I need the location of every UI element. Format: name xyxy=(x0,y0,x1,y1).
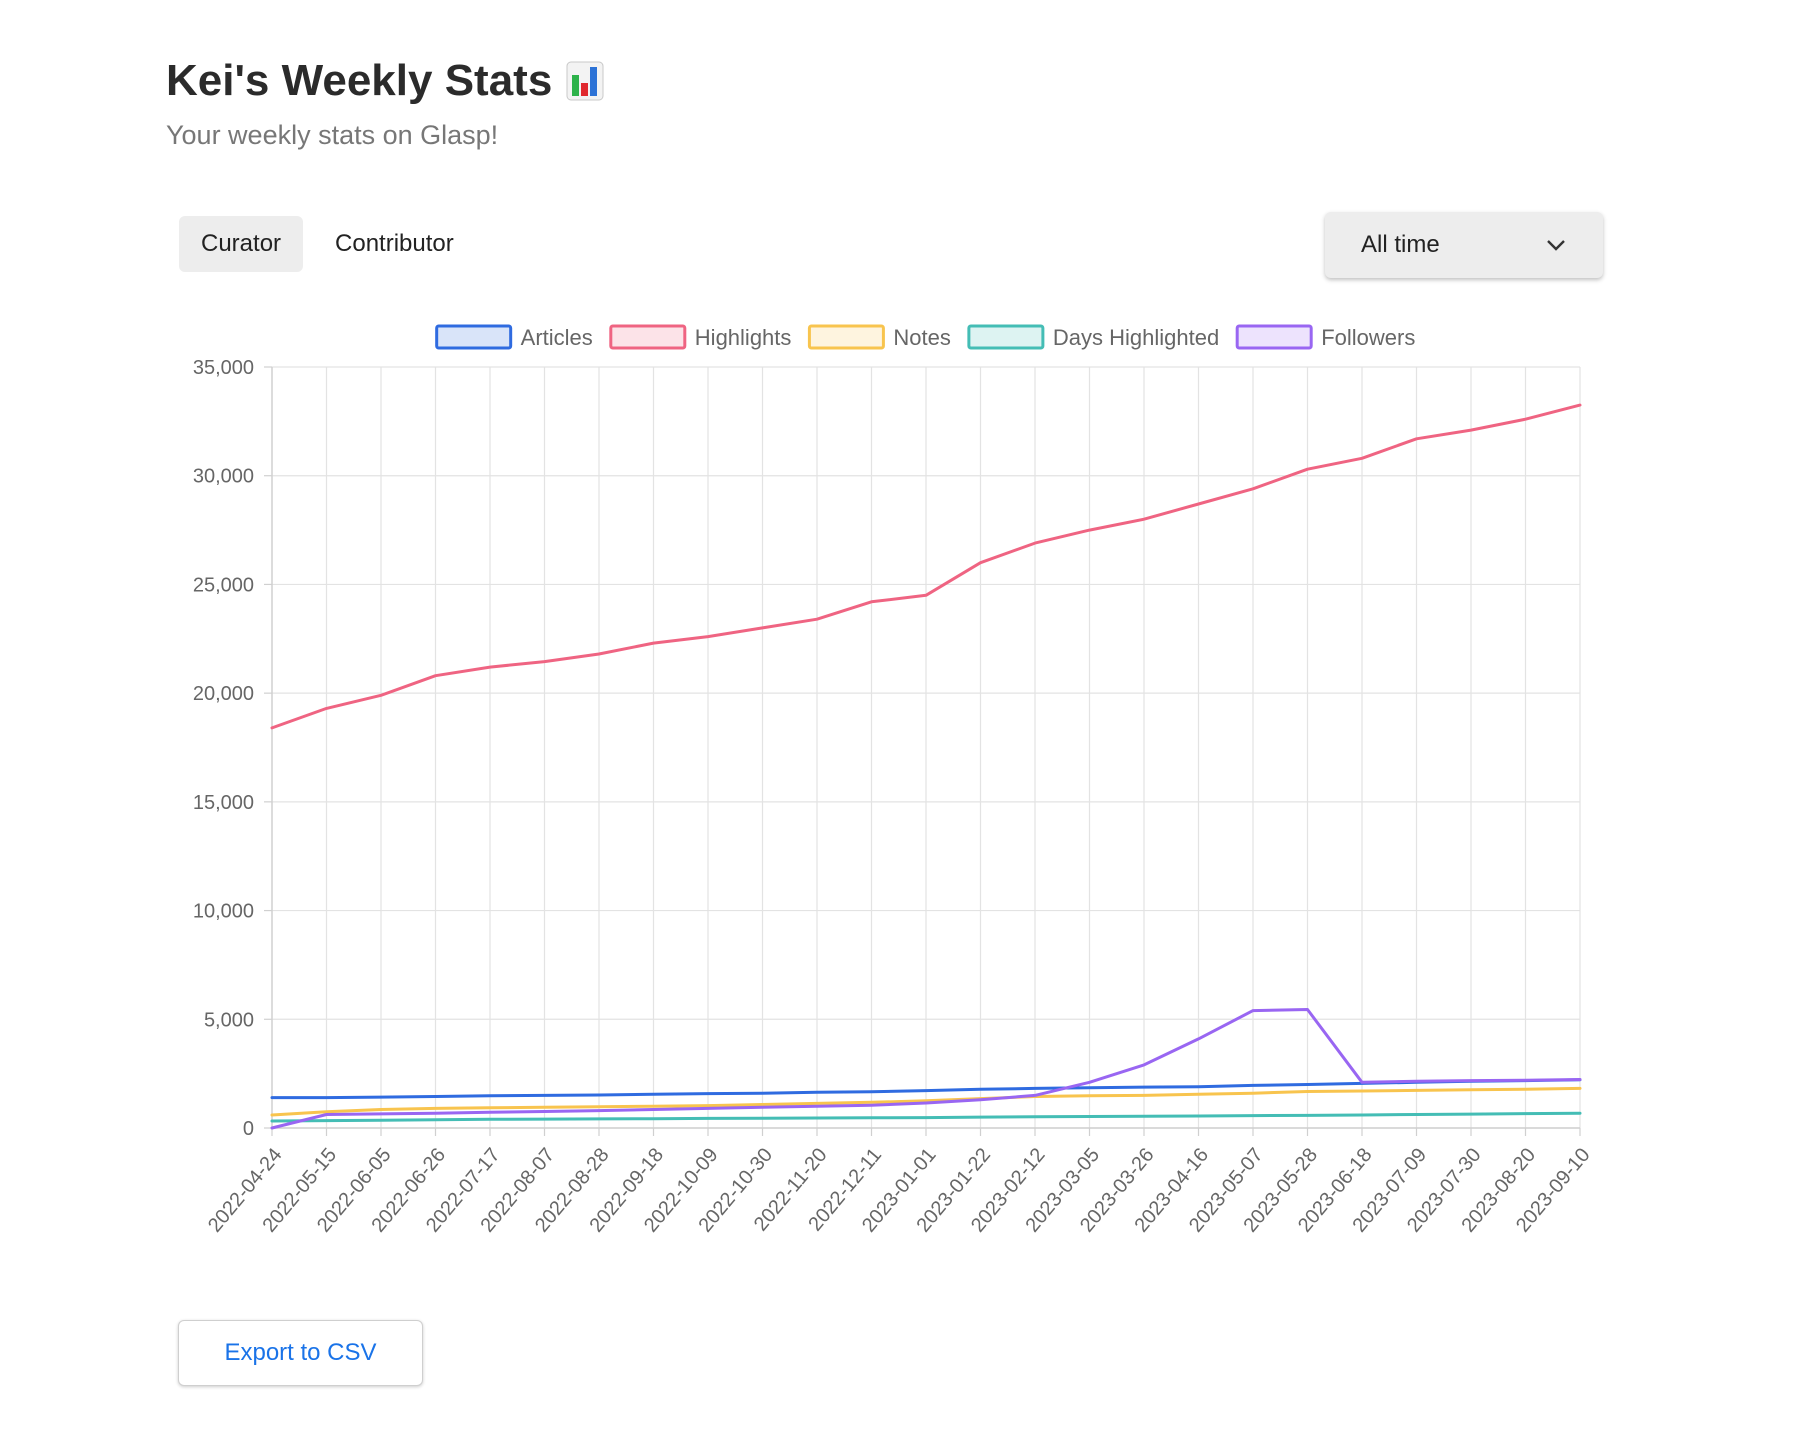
legend-swatch-days-highlighted xyxy=(967,324,1045,350)
legend-label-articles: Articles xyxy=(521,325,593,350)
time-range-value: All time xyxy=(1361,231,1440,258)
page-subtitle: Your weekly stats on Glasp! xyxy=(166,120,499,150)
y-tick-label: 25,000 xyxy=(193,574,254,596)
tab-curator[interactable]: Curator xyxy=(179,216,304,272)
y-tick-label: 10,000 xyxy=(193,901,254,923)
stats-line-chart: 0 5,000 10,000 15,000 20,000 25,000 30,000 35,0… xyxy=(193,324,1595,1237)
legend-swatch-articles xyxy=(435,324,513,350)
legend-label-followers: Followers xyxy=(1321,325,1415,350)
y-tick-label: 35,000 xyxy=(193,357,254,379)
export-csv-button[interactable]: Export to CSV xyxy=(178,1320,423,1386)
legend-label-days-highlighted: Days Highlighted xyxy=(1053,325,1219,350)
view-tabs: Curator Contributor xyxy=(179,216,476,272)
y-tick-label: 5,000 xyxy=(204,1009,254,1031)
series-line-days-highlighted xyxy=(270,1111,1582,1123)
legend-label-notes: Notes xyxy=(893,325,950,350)
legend-label-highlights: Highlights xyxy=(695,325,792,350)
y-tick-label: 30,000 xyxy=(193,466,254,488)
legend-swatch-highlights xyxy=(609,324,687,350)
legend-swatch-followers xyxy=(1235,324,1313,350)
y-tick-label: 15,000 xyxy=(193,792,254,814)
y-tick-label: 0 xyxy=(243,1118,254,1140)
series-line-notes xyxy=(270,1086,1582,1117)
series-line-followers xyxy=(270,1008,1582,1130)
legend-swatch-notes xyxy=(807,324,885,350)
page-title: Kei's Weekly Stats xyxy=(166,56,604,106)
page-title-text: Kei's Weekly Stats xyxy=(166,56,553,105)
chevron-down-icon xyxy=(1547,240,1565,251)
series-line-highlights xyxy=(270,403,1582,730)
tab-contributor[interactable]: Contributor xyxy=(313,216,476,272)
time-range-select[interactable]: All time xyxy=(1325,212,1603,278)
bar-chart-emoji-icon xyxy=(566,61,604,101)
y-tick-label: 20,000 xyxy=(193,683,254,705)
